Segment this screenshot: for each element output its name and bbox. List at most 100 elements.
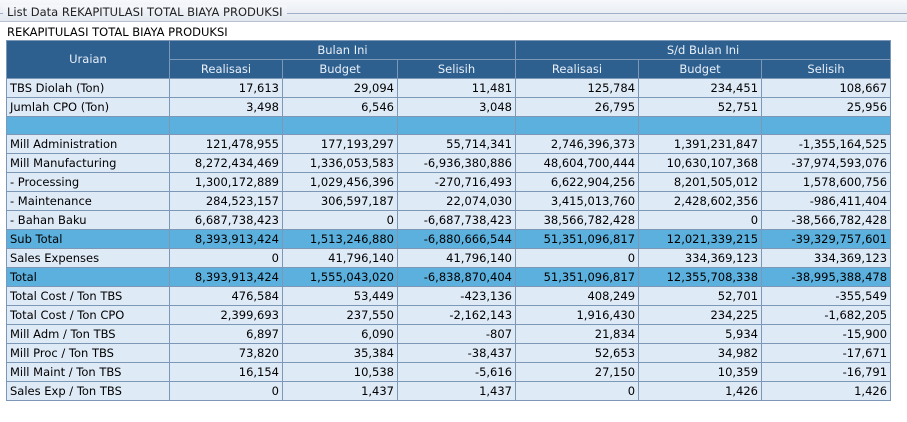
header-budget-ytd: Budget — [638, 59, 763, 79]
header-bulan-ini: Bulan Ini — [168, 40, 517, 60]
header-realisasi-ytd: Realisasi — [515, 59, 640, 79]
row-value: 29,094 — [282, 78, 398, 98]
row-value — [396, 116, 517, 135]
row-value: 0 — [169, 248, 283, 268]
row-label: Mill Adm / Ton TBS — [6, 324, 170, 344]
row-value: 8,272,434,469 — [169, 153, 283, 173]
row-value: 234,451 — [638, 78, 763, 98]
row-value: 52,653 — [515, 343, 640, 363]
table-row[interactable]: Mill Adm / Ton TBS 6,897 6,090 -807 21,834 5,… — [6, 324, 892, 344]
table-row[interactable]: Sales Exp / Ton TBS 0 1,437 1,437 0 1,426 1,42… — [6, 381, 892, 401]
row-value: 27,150 — [515, 362, 640, 382]
row-value: 0 — [282, 210, 398, 230]
row-value: -270,716,493 — [396, 172, 517, 192]
row-value — [761, 116, 892, 135]
row-label: Sales Expenses — [6, 248, 170, 268]
panel-header: List Data REKAPITULASI TOTAL BIAYA PRODU… — [0, 0, 907, 22]
row-value: -807 — [396, 324, 517, 344]
row-value: 1,300,172,889 — [169, 172, 283, 192]
row-value: -986,411,404 — [761, 191, 892, 211]
row-label: Total Cost / Ton TBS — [6, 286, 170, 306]
row-value: -6,880,666,544 — [396, 229, 517, 249]
row-value: 334,369,123 — [761, 248, 892, 268]
row-value: 10,359 — [638, 362, 763, 382]
row-label: Jumlah CPO (Ton) — [6, 97, 170, 117]
row-value: 0 — [169, 381, 283, 401]
row-value: 51,351,096,817 — [515, 267, 640, 287]
row-value: 52,751 — [638, 97, 763, 117]
row-value: 52,701 — [638, 286, 763, 306]
row-value: 34,982 — [638, 343, 763, 363]
row-value: 125,784 — [515, 78, 640, 98]
row-value: 2,746,396,373 — [515, 134, 640, 154]
row-value: 306,597,187 — [282, 191, 398, 211]
row-value: -2,162,143 — [396, 305, 517, 325]
table-row[interactable]: Sales Expenses 0 41,796,140 41,796,140 0 334,… — [6, 248, 892, 268]
table-row[interactable]: Total Cost / Ton TBS 476,584 53,449 -423,13… — [6, 286, 892, 306]
row-value: -6,687,738,423 — [396, 210, 517, 230]
row-value: 1,336,053,583 — [282, 153, 398, 173]
grid-body: TBS Diolah (Ton) 17,613 29,094 11,481 125,78… — [6, 78, 892, 401]
row-value: -38,566,782,428 — [761, 210, 892, 230]
row-value: -16,791 — [761, 362, 892, 382]
row-value: 1,437 — [396, 381, 517, 401]
row-value — [169, 116, 283, 135]
row-value: 476,584 — [169, 286, 283, 306]
row-label: Mill Maint / Ton TBS — [6, 362, 170, 382]
table-row[interactable]: TBS Diolah (Ton) 17,613 29,094 11,481 125,78… — [6, 78, 892, 98]
table-row[interactable]: Sub Total 8,393,913,424 1,513,246,880 -6,88… — [6, 229, 892, 249]
row-value: 12,355,708,338 — [638, 267, 763, 287]
row-value: 108,667 — [761, 78, 892, 98]
row-value: 6,687,738,423 — [169, 210, 283, 230]
row-value: 22,074,030 — [396, 191, 517, 211]
row-label: Sales Exp / Ton TBS — [6, 381, 170, 401]
header-selisih-ytd: Selisih — [761, 59, 892, 79]
row-label: - Maintenance — [6, 191, 170, 211]
table-row[interactable]: Total Cost / Ton CPO 2,399,693 237,550 -2,1… — [6, 305, 892, 325]
row-value: 6,090 — [282, 324, 398, 344]
row-label: Mill Proc / Ton TBS — [6, 343, 170, 363]
row-value: 284,523,157 — [169, 191, 283, 211]
table-row[interactable]: Jumlah CPO (Ton) 3,498 6,546 3,048 26,795 52,… — [6, 97, 892, 117]
header-sd-bulan-ini: S/d Bulan Ini — [515, 40, 892, 60]
row-value: 3,048 — [396, 97, 517, 117]
table-row[interactable]: - Maintenance 284,523,157 306,597,187 22,07… — [6, 191, 892, 211]
row-value: 35,384 — [282, 343, 398, 363]
row-value: -37,974,593,076 — [761, 153, 892, 173]
row-value: 10,538 — [282, 362, 398, 382]
table-row[interactable]: Mill Manufacturing 8,272,434,469 1,336,053… — [6, 153, 892, 173]
table-row[interactable]: Mill Administration 121,478,955 177,193,29… — [6, 134, 892, 154]
row-value — [638, 116, 763, 135]
row-label: Mill Manufacturing — [6, 153, 170, 173]
header-realisasi: Realisasi — [169, 59, 283, 79]
row-value: 177,193,297 — [282, 134, 398, 154]
table-row[interactable]: Mill Maint / Ton TBS 16,154 10,538 -5,616 27… — [6, 362, 892, 382]
row-value: 1,391,231,847 — [638, 134, 763, 154]
table-row[interactable]: Total 8,393,913,424 1,555,043,020 -6,838,87… — [6, 267, 892, 287]
row-value: 234,225 — [638, 305, 763, 325]
row-value: 1,426 — [761, 381, 892, 401]
row-value: 16,154 — [169, 362, 283, 382]
row-value: 17,613 — [169, 78, 283, 98]
row-value: 2,399,693 — [169, 305, 283, 325]
table-row[interactable]: - Processing 1,300,172,889 1,029,456,396 -2… — [6, 172, 892, 192]
header-row-sub: Realisasi Budget Selisih Realisasi Budge… — [7, 59, 892, 79]
row-value: 6,622,904,256 — [515, 172, 640, 192]
row-value: 0 — [515, 381, 640, 401]
row-value: 2,428,602,356 — [638, 191, 763, 211]
row-value: 334,369,123 — [638, 248, 763, 268]
row-value: -355,549 — [761, 286, 892, 306]
row-value: 21,834 — [515, 324, 640, 344]
row-value: 8,393,913,424 — [169, 229, 283, 249]
row-value — [282, 116, 398, 135]
row-value: 1,513,246,880 — [282, 229, 398, 249]
row-value: 0 — [638, 210, 763, 230]
row-value: -1,355,164,525 — [761, 134, 892, 154]
table-row[interactable]: Mill Proc / Ton TBS 73,820 35,384 -38,437 52… — [6, 343, 892, 363]
row-value: -5,616 — [396, 362, 517, 382]
row-label: Mill Administration — [6, 134, 170, 154]
row-value: 3,415,013,760 — [515, 191, 640, 211]
spacer-row[interactable] — [6, 116, 892, 135]
table-row[interactable]: - Bahan Baku 6,687,738,423 0 -6,687,738,423… — [6, 210, 892, 230]
panel-rule-right — [285, 13, 907, 14]
